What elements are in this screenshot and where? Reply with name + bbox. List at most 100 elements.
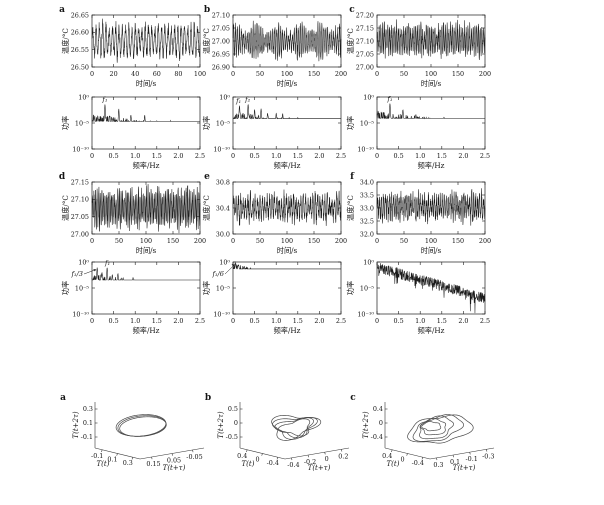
phase-c-ztick-label: 0.4 bbox=[373, 405, 383, 413]
panel-c-timeseries-ytick-label: 27.10 bbox=[356, 37, 374, 45]
panel-d-annotation-f₁/3: f₁/3 bbox=[70, 270, 83, 278]
panel-d-timeseries-ytick-label: 27.05 bbox=[71, 213, 89, 221]
panel-a-spectrum-xtick-label: 1.0 bbox=[130, 152, 140, 160]
panel-c-timeseries-ytick-label: 27.00 bbox=[356, 63, 374, 71]
phase-b-ztick-label: 0 bbox=[234, 419, 238, 427]
panel-a-timeseries-xtick-label: 20 bbox=[110, 70, 118, 78]
phase-c-ytick-label: -0.3 bbox=[482, 452, 494, 460]
panel-c-timeseries-ytick-label: 27.15 bbox=[356, 24, 374, 32]
panel-f-spectrum-frame bbox=[376, 261, 486, 315]
panel-letter-e: e bbox=[204, 172, 210, 182]
panel-b-timeseries-xtick-label: 100 bbox=[281, 70, 293, 78]
phase-b-xtick-label: -0.4 bbox=[267, 459, 279, 467]
phase-b-ytick bbox=[324, 452, 326, 455]
panel-c-spectrum-xtick-label: 2.5 bbox=[480, 152, 490, 160]
phase-c-axis-line bbox=[429, 447, 495, 460]
panel-b-spectrum-ytick-label: 10⁻⁵ bbox=[216, 119, 231, 127]
panel-e-timeseries-xtick-label: 100 bbox=[281, 237, 293, 245]
panel-b-timeseries-xtick-label: 150 bbox=[308, 70, 320, 78]
panel-d-spectrum-frame bbox=[91, 261, 201, 315]
phase-c-y-axis-label: T(t+τ) bbox=[453, 464, 476, 472]
panel-e-spectrum-frame bbox=[232, 261, 342, 315]
panel-f-timeseries-xtick-label: 200 bbox=[479, 237, 491, 245]
panel-a-timeseries-ytick-label: 26.55 bbox=[71, 46, 89, 54]
panel-c-timeseries-xtick-label: 100 bbox=[425, 70, 437, 78]
phase-b-axis-line bbox=[284, 447, 350, 460]
panel-d-spectrum-xtick-label: 2.5 bbox=[195, 317, 205, 325]
panel-a-timeseries-xtick-label: 60 bbox=[153, 70, 161, 78]
panel-c-spectrum-ytick-label: 10⁰ bbox=[363, 93, 374, 101]
phase-c-ztick-label: 0 bbox=[379, 419, 383, 427]
panel-f-timeseries-xtick-label: 0 bbox=[375, 237, 379, 245]
panel-c-timeseries-xtick-label: 50 bbox=[400, 70, 408, 78]
panel-b-spectrum-xtick-label: 0.5 bbox=[250, 152, 260, 160]
phase-b-xtick-label: 0 bbox=[255, 456, 259, 464]
panel-d-timeseries-ytick-label: 27.15 bbox=[71, 178, 89, 186]
phase-b-ytick-label: 0.2 bbox=[338, 452, 348, 460]
phase-b-z-axis-label: T(t+2τ) bbox=[217, 411, 225, 438]
panel-b-power-trace bbox=[233, 104, 341, 120]
panel-c-timeseries-ytick-label: 27.05 bbox=[356, 50, 374, 58]
panel-a-temperature-trace bbox=[91, 18, 201, 63]
panel-f-timeseries-ytick-label: 33.0 bbox=[360, 204, 374, 212]
phase-b-ytick bbox=[307, 454, 309, 458]
panel-d-timeseries-ytick-label: 27.10 bbox=[71, 196, 89, 204]
panel-d-temperature-trace bbox=[91, 184, 201, 234]
panel-d-timeseries-xtick-label: 50 bbox=[115, 237, 123, 245]
panel-f-spectrum-xtick-label: 0 bbox=[375, 317, 379, 325]
panel-c-timeseries-y-axis-label: 温度/°C bbox=[346, 28, 355, 54]
phase-a-z-axis-label: T(t+2τ) bbox=[72, 411, 80, 438]
panel-c-spectrum-ytick-label: 10⁻⁵ bbox=[360, 119, 375, 127]
phase-a-ytick-label: -0.05 bbox=[186, 453, 202, 461]
panel-c-spectrum-xtick-label: 2.0 bbox=[458, 152, 468, 160]
phase-a-xtick bbox=[116, 453, 118, 456]
panel-b-timeseries-ytick-label: 26.95 bbox=[212, 50, 230, 58]
panel-f-spectrum-x-axis-label: 频率/Hz bbox=[418, 326, 445, 335]
panel-c-timeseries-xtick-label: 0 bbox=[375, 70, 379, 78]
panel-d-spectrum-ytick-label: 10⁰ bbox=[78, 258, 89, 266]
panel-a-spectrum-ytick-label: 10⁰ bbox=[78, 93, 89, 101]
phase-c-xtick-label: 0.4 bbox=[382, 452, 392, 460]
panel-e-temperature-trace bbox=[232, 189, 342, 226]
panel-a-power-trace bbox=[91, 104, 200, 123]
panel-e-spectrum-y-axis-label: 功率 bbox=[202, 281, 211, 295]
phase-a-xtick-label: 0.3 bbox=[123, 459, 133, 467]
panel-e-spectrum-xtick-label: 2.5 bbox=[336, 317, 346, 325]
panel-b-spectrum-xtick-label: 1.0 bbox=[271, 152, 281, 160]
panel-d-spectrum-ytick-label: 10⁻⁵ bbox=[75, 284, 90, 292]
panel-c-spectrum-xtick-label: 0 bbox=[375, 152, 379, 160]
panel-f-spectrum-ytick-label: 10⁰ bbox=[363, 258, 374, 266]
panel-f-timeseries-xtick-label: 50 bbox=[400, 237, 408, 245]
phase-b-xtick bbox=[246, 449, 248, 453]
phase-c-xtick bbox=[391, 449, 393, 453]
phase-c-ytick-label: 0.1 bbox=[450, 458, 460, 466]
panel-d-spectrum-xtick-label: 2.0 bbox=[173, 317, 183, 325]
panel-a-spectrum-x-axis-label: 频率/Hz bbox=[133, 161, 160, 170]
panel-d-timeseries-y-axis-label: 温度/°C bbox=[61, 195, 70, 221]
panel-b-spectrum-ytick-label: 10⁰ bbox=[219, 93, 230, 101]
panel-a-spectrum-xtick-label: 0.5 bbox=[109, 152, 119, 160]
panel-e-spectrum-xtick-label: 1.0 bbox=[271, 317, 281, 325]
panel-c-spectrum-ytick-label: 10⁻¹⁰ bbox=[357, 145, 374, 153]
panel-a-spectrum-xtick-label: 1.5 bbox=[152, 152, 162, 160]
panel-a-timeseries-y-axis-label: 温度/°C bbox=[61, 28, 70, 54]
panel-b-timeseries-xtick-label: 200 bbox=[335, 70, 347, 78]
panel-f-spectrum-y-axis-label: 功率 bbox=[346, 281, 355, 295]
phase-b-attractor-loop bbox=[278, 418, 311, 437]
phase-c-attractor-loop bbox=[421, 421, 442, 432]
phase-b-ytick-label: -0.2 bbox=[304, 458, 316, 466]
phase-b-xtick bbox=[276, 457, 279, 460]
panel-a-spectrum-ytick-label: 10⁻¹⁰ bbox=[72, 145, 89, 153]
panel-d-spectrum-xtick-label: 0 bbox=[90, 317, 94, 325]
panel-a-timeseries-xtick-label: 40 bbox=[131, 70, 139, 78]
phase-a-ztick-label: 0.1 bbox=[83, 419, 93, 427]
phase-a-attractor-loop bbox=[115, 414, 167, 437]
phase-c-xtick-label: 0 bbox=[400, 456, 404, 464]
panel-letter-f: f bbox=[350, 172, 355, 182]
panel-d-annotation-arrowhead bbox=[93, 268, 97, 272]
panel-a-timeseries-frame bbox=[91, 14, 201, 68]
phase-b-xtick bbox=[261, 453, 263, 456]
phase-a-ytick-label: 0.15 bbox=[146, 460, 160, 468]
